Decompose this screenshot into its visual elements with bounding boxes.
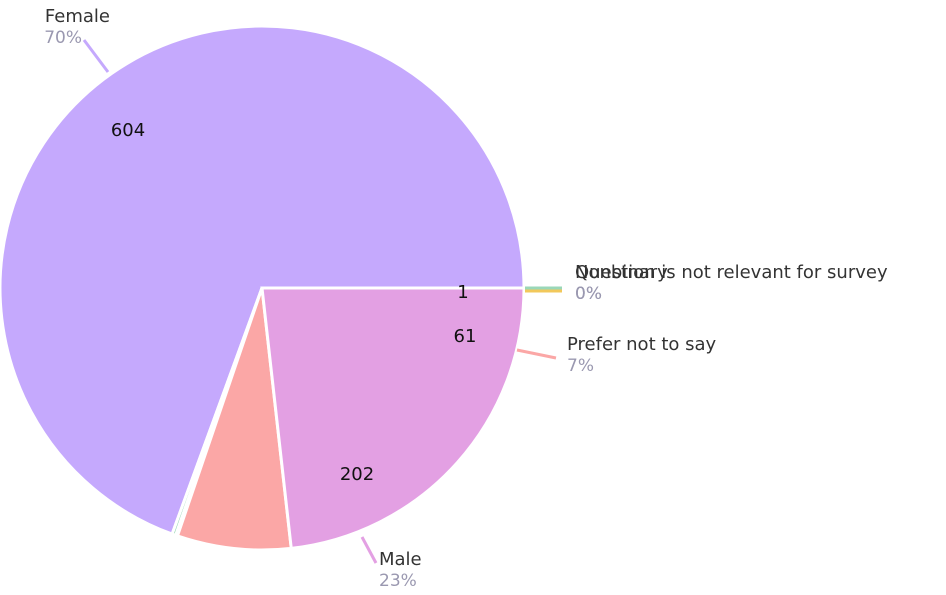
slice-value-label: 604 [111,120,145,141]
slice-value-label: 202 [340,464,374,485]
slice-percent-label: 0% [575,284,602,304]
pie-slice-female [0,24,526,537]
slice-category-label: Prefer not to say [567,334,717,355]
slice-percent-label: 70% [44,28,82,48]
leader-line [360,536,378,564]
slice-category-label: Male [379,549,422,570]
pie-slices [0,24,526,552]
pie-slice-prefer-not-to-say [175,287,293,552]
pie-slice-male [260,286,526,551]
slice-category-label: Nonbinary [575,262,668,283]
slice-percent-label: 23% [379,571,417,591]
slice-category-label: Question is not relevant for survey [575,262,888,283]
slice-value-label: 61 [454,326,477,347]
slice-percent-label: 0% [575,284,602,304]
leader-lines [82,39,562,564]
leader-line [516,348,557,360]
slice-value-label: 1 [457,282,468,303]
slice-category-label: Female [45,6,110,27]
slice-percent-label: 7% [567,356,594,376]
leader-line [82,39,110,73]
